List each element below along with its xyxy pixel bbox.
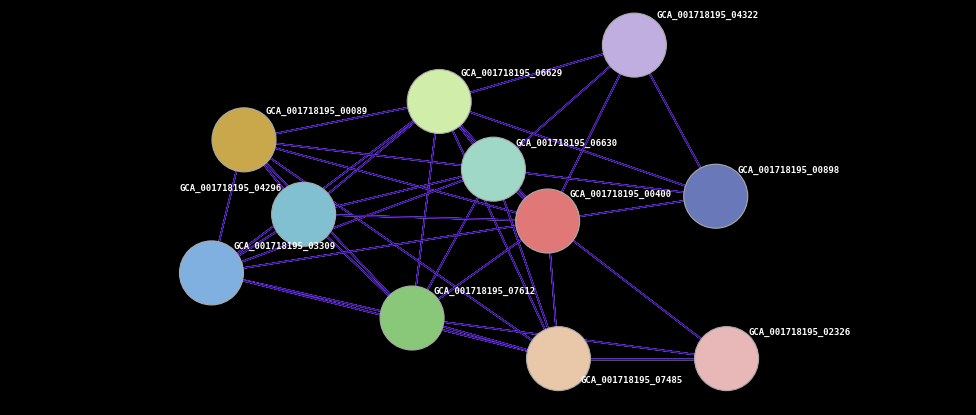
Ellipse shape [684,164,748,228]
Text: GCA_001718195_00400: GCA_001718195_00400 [569,190,671,199]
Text: GCA_001718195_07485: GCA_001718195_07485 [580,376,682,385]
Ellipse shape [271,182,336,246]
Ellipse shape [180,241,243,305]
Text: GCA_001718195_02326: GCA_001718195_02326 [749,328,850,337]
Ellipse shape [526,327,590,391]
Text: GCA_001718195_03309: GCA_001718195_03309 [233,242,336,251]
Ellipse shape [462,137,525,201]
Ellipse shape [212,108,276,172]
Text: GCA_001718195_07612: GCA_001718195_07612 [433,287,536,296]
Ellipse shape [695,327,758,391]
Ellipse shape [602,13,667,77]
Text: GCA_001718195_00089: GCA_001718195_00089 [265,107,368,116]
Text: GCA_001718195_00898: GCA_001718195_00898 [738,166,839,175]
Text: GCA_001718195_04296: GCA_001718195_04296 [180,183,282,193]
Ellipse shape [380,286,444,350]
Text: GCA_001718195_04322: GCA_001718195_04322 [656,11,758,20]
Text: GCA_001718195_06629: GCA_001718195_06629 [461,69,563,78]
Text: GCA_001718195_06630: GCA_001718195_06630 [515,138,617,147]
Ellipse shape [407,69,471,134]
Ellipse shape [515,189,580,253]
